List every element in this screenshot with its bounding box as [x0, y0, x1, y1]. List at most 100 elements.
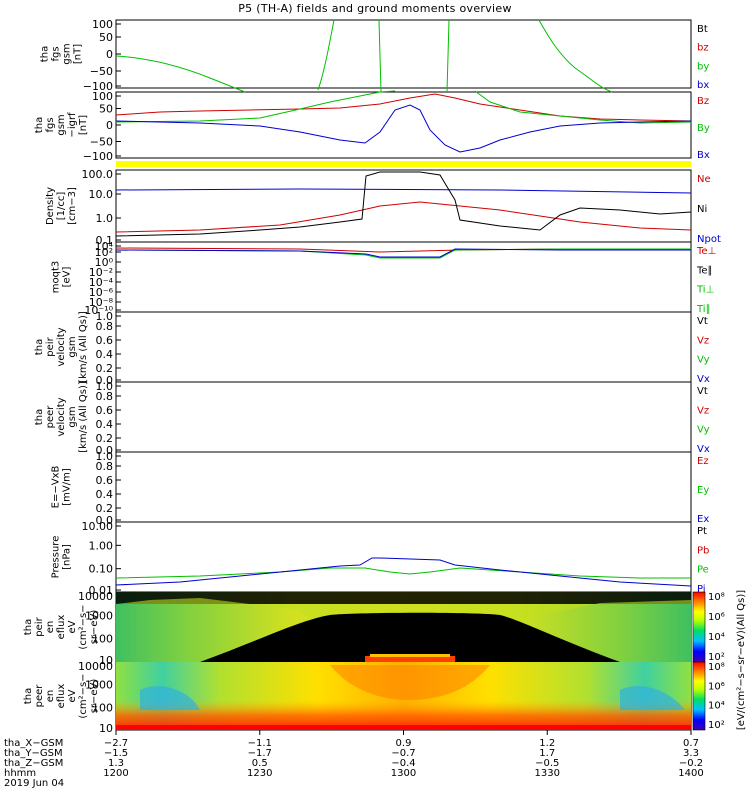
panel-7-ytick: 0.2	[96, 502, 114, 515]
p8-pi-trace	[115, 557, 692, 587]
panel-4-ytick: 10⁴	[95, 240, 114, 253]
footer-value: 0.9	[396, 738, 412, 749]
panel-4-ytick: 10⁰	[95, 256, 114, 269]
line-traces	[115, 19, 692, 587]
footer-value: 3.3	[683, 748, 699, 759]
panel-3-ytick: 100.0	[82, 168, 114, 181]
footer-value: −2.7	[104, 738, 128, 749]
panel-6-ytick: 0.6	[96, 404, 114, 417]
panel-4-legend-te⊥: Te⊥	[696, 246, 716, 257]
p1-by-trace	[115, 19, 613, 93]
panel-8-legend-pi: Pi	[697, 584, 706, 595]
panel-3-ytick: 0.1	[96, 234, 114, 247]
colorbar-lower-tick: 10²	[708, 720, 725, 731]
panel-8: 10.00 1.00 0.10 0.01 Pressure[nPa] Pt Pb Pe Pi	[51, 520, 710, 597]
panel-9-ytick: 10000	[78, 590, 113, 603]
panel-3-legend-npot: Npot	[697, 234, 721, 245]
footer-value: 1.3	[108, 758, 124, 769]
panel-2-legend-bz: Bz	[697, 96, 709, 107]
panel-8-ytick: 10.00	[82, 520, 114, 533]
panel-5-ytick: 0.2	[96, 362, 114, 375]
panel-1-legend-bt: Bt	[697, 24, 708, 35]
colorbar-lower-tick: 10⁸	[708, 662, 725, 673]
footer-row-label: hhmm	[4, 768, 36, 779]
panel-1-ytick: 0	[106, 48, 113, 61]
p3-ne-trace	[115, 201, 692, 233]
footer-value: −1.7	[248, 748, 272, 759]
panel-7-legend-ez: Ez	[697, 456, 709, 467]
panel-9-ytick: 10	[99, 654, 113, 667]
colorbar-label: [eV/(cm²−s−sr−eV)(All Qs)]	[736, 590, 747, 730]
colorbar-upper-tick: 10⁴	[708, 632, 725, 643]
panel-5-legend-vt: Vt	[697, 316, 708, 327]
panel-5-ytick: 0.4	[96, 348, 114, 361]
panel-10-ytick: 100	[92, 701, 113, 714]
panel-8-legend-pb: Pb	[697, 545, 709, 556]
panel-3: 100.0 10.0 1.0 0.1 Density[1/cc][cm−3] Ne Ni Np…	[45, 168, 721, 247]
panel-2-legend-bx: Bx	[697, 150, 710, 161]
panel-3-ytick: 10.0	[89, 188, 114, 201]
footer-value: −0.2	[679, 758, 703, 769]
footer-row-label: tha_X−GSM	[4, 738, 63, 749]
footer-value: −0.5	[535, 758, 559, 769]
panel-7-ytick: 0.4	[96, 488, 114, 501]
colorbar-lower	[692, 661, 706, 731]
p3-ni-trace	[115, 171, 692, 237]
p2-bx-trace	[115, 104, 692, 153]
footer-value: 1200	[103, 768, 128, 779]
panel-10-ylabel: thapeerenefluxeV(cm²−s−sr−eV)	[23, 673, 100, 718]
footer-value: −0.7	[391, 748, 415, 759]
panel-5-ytick: 0.0	[96, 374, 114, 387]
footer-value: 1300	[391, 768, 416, 779]
page-title: P5 (TH-A) fields and ground moments over…	[238, 2, 512, 15]
panel-4-legend-ti∥: Ti∥	[696, 304, 711, 315]
panel-5-ytick: 0.6	[96, 334, 114, 347]
panel-5-ytick: 1.0	[96, 310, 114, 323]
p3-npot-trace	[115, 188, 692, 194]
ion-spectrogram	[116, 592, 691, 662]
footer-value: −0.4	[391, 758, 415, 769]
panel-6-legend-vz: Vz	[697, 405, 709, 416]
panel-8-ytick: 1.00	[89, 539, 114, 552]
p8-pe-trace	[115, 567, 691, 579]
panel-3-ytick: 1.0	[96, 212, 114, 225]
panel-1-ylabel: thafgsgsm[nT]	[40, 43, 84, 64]
footer-value: 1.7	[539, 748, 555, 759]
panel-2-ytick: 0	[106, 119, 113, 132]
panel-3-ylabel: Density[1/cc][cm−3]	[45, 187, 78, 225]
panel-7-ytick: 0.6	[96, 474, 114, 487]
panel-4-ytick: 10⁻⁸	[89, 296, 114, 309]
panel-5: 1.00.80.60.40.20.0 thapeirvelocitygsm[km/…	[34, 310, 710, 387]
panel-5-legend-vy: Vy	[697, 355, 710, 366]
panel-6-ytick: 0.8	[96, 390, 114, 403]
footer-value: 0.7	[683, 738, 699, 749]
panel-2-ytick: −50	[90, 136, 113, 149]
panel-4-legend-ti⊥: Ti⊥	[696, 285, 714, 296]
panel-4-ytick: 10²	[95, 246, 113, 259]
panel-3-legend-ni: Ni	[697, 204, 707, 215]
colorbar-lower-tick: 10⁶	[708, 681, 725, 692]
panel-3-legend-ne: Ne	[697, 174, 711, 185]
footer-row-label: tha_Y−GSM	[4, 748, 63, 759]
footer-value: −1.1	[248, 738, 272, 749]
panel-1-ytick: 100	[92, 18, 113, 31]
panel-8-ytick: 0.10	[89, 563, 114, 576]
footer-row-label: tha_Z−GSM	[4, 758, 63, 769]
electron-spectrogram	[116, 662, 691, 730]
panel-8-ylabel: Pressure[nPa]	[51, 536, 73, 579]
panel-4-legend-te∥: Te∥	[696, 265, 713, 276]
panel-6-ylabel: thapeervelocitygsm[km/s (All Qs)]	[34, 381, 89, 453]
panel-1-legend-bx: bx	[697, 80, 709, 91]
panel-6-ytick: 0.4	[96, 418, 114, 431]
footer-value: 1400	[678, 768, 703, 779]
panel-4-ytick: 10⁻¹⁰	[84, 304, 113, 317]
panel-6: 1.00.80.60.40.20.0 thapeervelocitygsm[km/…	[34, 380, 710, 457]
panel-7-ylabel: E=−VxB[mV/m]	[51, 466, 73, 509]
panel-6-legend-vx: Vx	[697, 444, 710, 455]
panel-1-legend-bz: bz	[697, 43, 709, 54]
panel-6-ytick: 0.0	[96, 444, 114, 457]
panel-4-ytick: 10⁻²	[89, 266, 113, 279]
panel-5-legend-vx: Vx	[697, 374, 710, 385]
